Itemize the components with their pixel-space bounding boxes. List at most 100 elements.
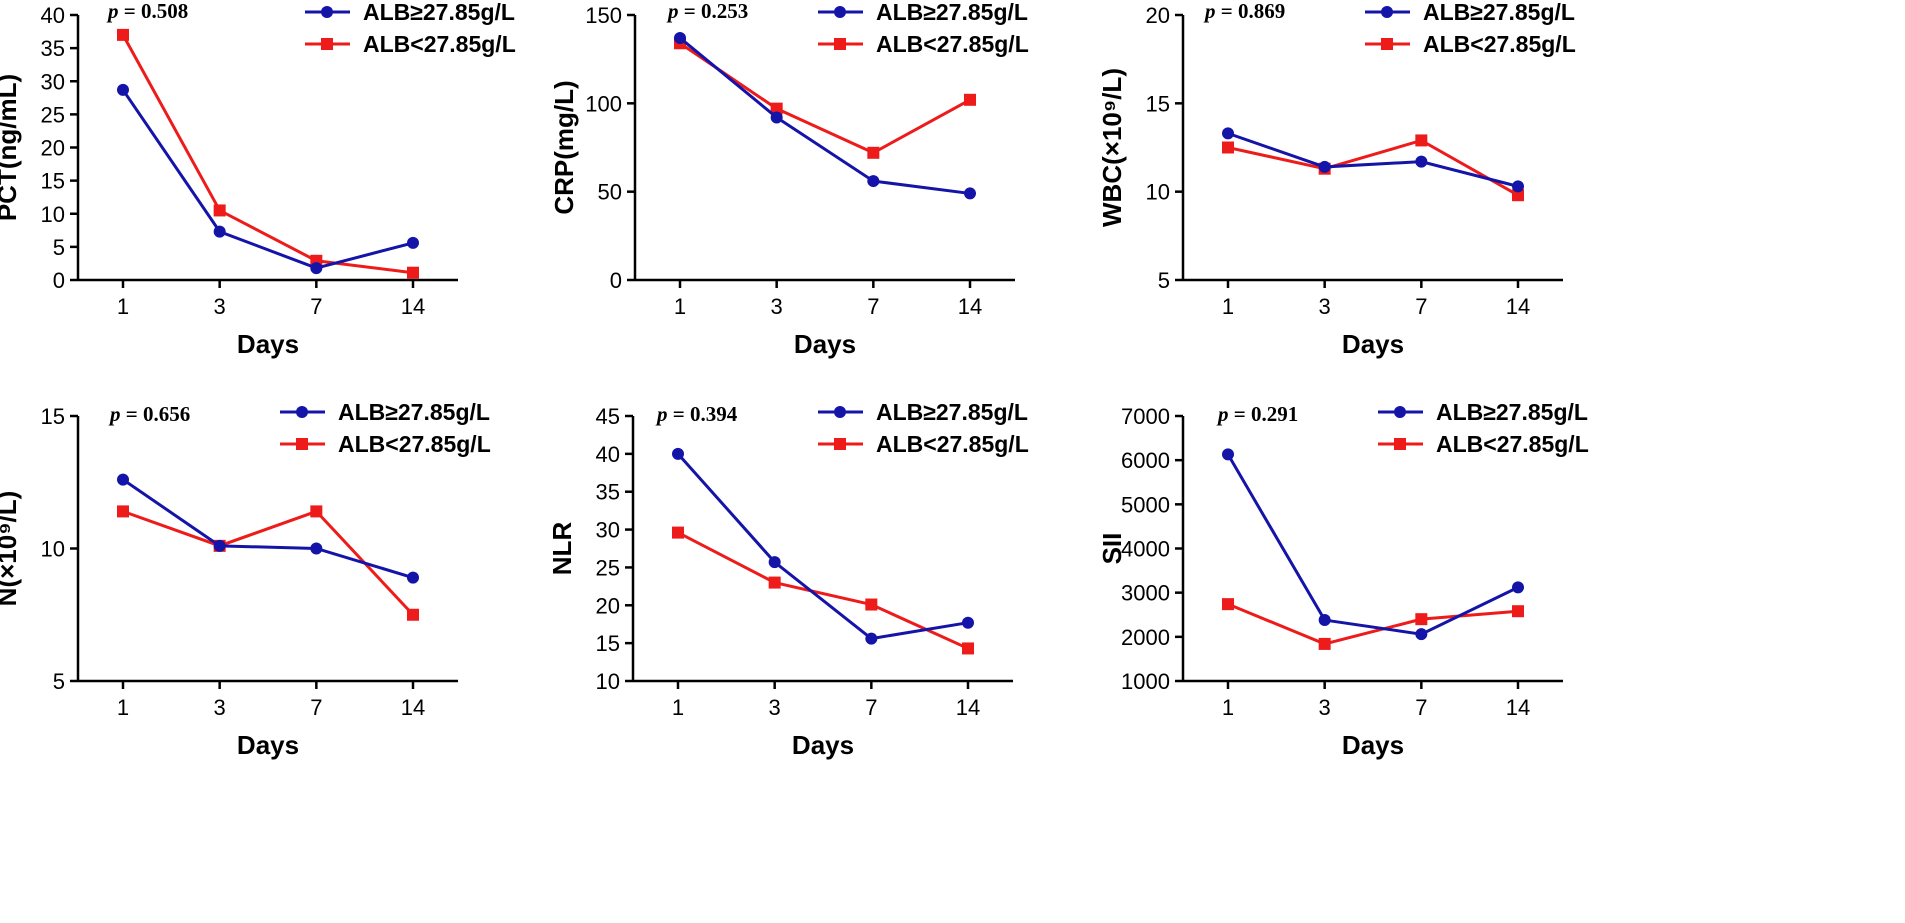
data-point — [674, 31, 686, 44]
data-point — [1512, 581, 1524, 594]
data-point — [1318, 637, 1331, 650]
y-tick-label: 5 — [53, 669, 65, 694]
legend-marker — [296, 438, 308, 450]
series-alb-high — [117, 473, 419, 584]
series-alb-low — [1222, 598, 1524, 650]
p-symbol: p — [655, 402, 668, 426]
series-alb-low — [1222, 134, 1524, 202]
data-point — [770, 102, 783, 115]
legend-marker — [834, 406, 846, 418]
x-tick-label: 1 — [117, 695, 129, 720]
data-point — [117, 28, 129, 41]
y-tick-label: 25 — [596, 555, 620, 580]
legend-marker — [834, 438, 846, 450]
legend-label: ALB<27.85g/L — [1423, 31, 1576, 57]
x-tick-label: 14 — [958, 294, 982, 319]
p-value-label: p = 0.508 — [106, 0, 188, 23]
x-tick-label: 1 — [674, 294, 686, 319]
y-axis-title: WBC(×10⁹/L) — [1097, 68, 1127, 227]
series-line — [676, 452, 969, 641]
data-point — [672, 447, 684, 460]
legend-marker — [834, 38, 846, 50]
data-point — [1318, 614, 1331, 627]
series-alb-high — [672, 447, 974, 645]
y-axis-title: N(×10⁹/L) — [0, 491, 22, 607]
y-tick-label: 10 — [41, 537, 65, 562]
y-axis-title: SII — [1097, 533, 1127, 565]
x-axis-title: Days — [792, 730, 854, 760]
x-tick-label: 1 — [1222, 695, 1234, 720]
data-point — [1222, 448, 1234, 461]
x-tick-label: 7 — [867, 294, 879, 319]
data-point — [672, 526, 684, 539]
legend-label: ALB<27.85g/L — [363, 31, 516, 57]
legend-marker — [1394, 438, 1406, 450]
data-point — [1415, 155, 1428, 168]
data-point — [867, 146, 880, 159]
data-point — [213, 225, 226, 238]
data-point — [407, 608, 419, 621]
series-alb-high — [1222, 127, 1524, 193]
x-tick-label: 7 — [1415, 695, 1427, 720]
legend-label: ALB≥27.85g/L — [1423, 0, 1575, 25]
chart-panel-6: 1000 2000 3000 4000 5000 6000 7000 1 3 7 14 Days SII… — [1097, 399, 1589, 760]
legend-marker — [321, 38, 333, 50]
data-point — [865, 598, 878, 611]
x-tick-label: 7 — [865, 695, 877, 720]
x-tick-label: 14 — [956, 695, 980, 720]
y-tick-label: 15 — [1146, 91, 1170, 116]
legend: ALB≥27.85g/L ALB<27.85g/L — [280, 399, 491, 457]
x-tick-label: 3 — [214, 695, 226, 720]
p-symbol: p — [108, 402, 121, 426]
p-value-label: p = 0.394 — [655, 402, 738, 426]
x-tick-label: 14 — [401, 695, 425, 720]
legend-label: ALB<27.85g/L — [1436, 431, 1589, 457]
p-symbol: p — [666, 0, 679, 23]
y-axis-title: PCT(ng/mL) — [0, 74, 22, 221]
series-alb-low — [672, 526, 974, 655]
legend: ALB≥27.85g/L ALB<27.85g/L — [818, 0, 1029, 57]
p-value: = 0.508 — [119, 0, 189, 23]
y-tick-label: 20 — [1146, 3, 1170, 28]
data-point — [865, 632, 878, 645]
p-value: = 0.291 — [1229, 402, 1299, 426]
legend: ALB≥27.85g/L ALB<27.85g/L — [818, 399, 1029, 457]
data-point — [117, 83, 129, 96]
legend-label: ALB≥27.85g/L — [338, 399, 490, 425]
chart-panel-2: 0 50 100 150 1 3 7 14 Days CRP(mg/L) p = 0.253 ALB≥… — [549, 0, 1029, 359]
p-symbol: p — [1216, 402, 1229, 426]
data-point — [213, 539, 226, 552]
data-point — [962, 642, 974, 655]
legend: ALB≥27.85g/L ALB<27.85g/L — [305, 0, 516, 57]
y-axis-title: CRP(mg/L) — [549, 80, 579, 214]
series-line — [1226, 453, 1519, 636]
series-line — [1227, 602, 1519, 646]
data-point — [1415, 628, 1428, 641]
y-tick-label: 15 — [596, 631, 620, 656]
x-tick-label: 3 — [771, 294, 783, 319]
series-alb-low — [117, 28, 419, 279]
series-line — [679, 36, 971, 195]
y-tick-label: 15 — [41, 404, 65, 429]
data-point — [964, 187, 976, 200]
y-tick-label: 1000 — [1121, 669, 1170, 694]
x-tick-label: 3 — [769, 695, 781, 720]
y-tick-label: 35 — [41, 36, 65, 61]
data-point — [867, 175, 880, 188]
legend: ALB≥27.85g/L ALB<27.85g/L — [1365, 0, 1576, 57]
y-tick-label: 45 — [596, 404, 620, 429]
p-value-label: p = 0.291 — [1216, 402, 1298, 426]
chart-panel-4: 5 10 15 1 3 7 14 Days N(×10⁹/L) p = 0.656 ALB≥27.8… — [0, 399, 491, 760]
x-axis-title: Days — [237, 730, 299, 760]
x-tick-label: 14 — [1506, 294, 1530, 319]
y-axis-title: NLR — [547, 522, 577, 576]
series-alb-high — [1222, 448, 1524, 641]
p-symbol: p — [106, 0, 119, 23]
series-line — [677, 531, 969, 650]
data-point — [1318, 160, 1331, 173]
y-tick-label: 20 — [596, 593, 620, 618]
series-line — [121, 89, 414, 270]
y-tick-label: 15 — [41, 169, 65, 194]
series-line — [122, 478, 414, 580]
